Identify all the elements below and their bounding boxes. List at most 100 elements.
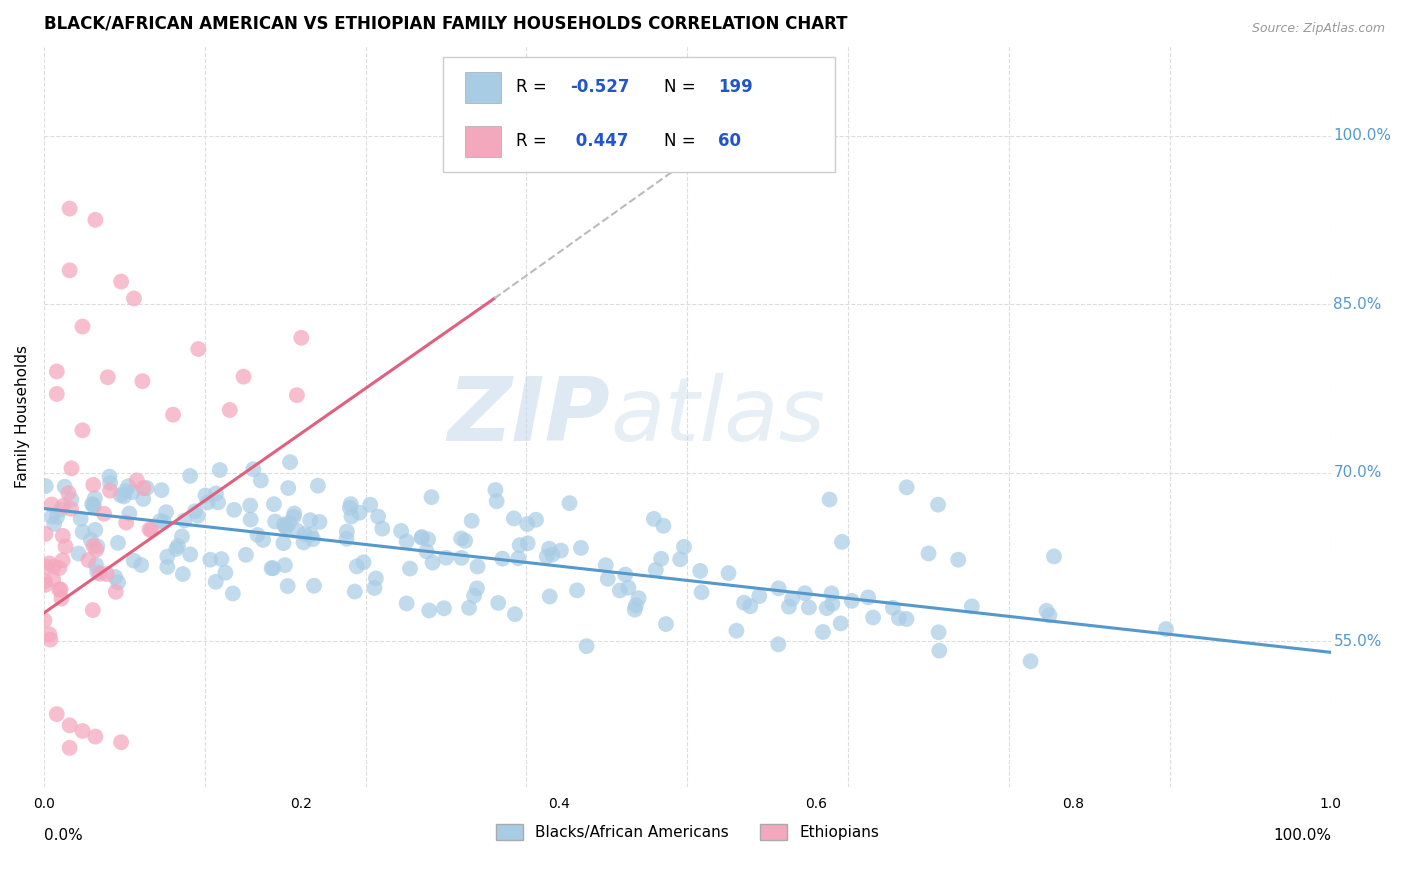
Point xyxy=(569,541,592,555)
Point xyxy=(96,567,118,582)
Point xyxy=(135,481,157,495)
Point xyxy=(343,584,366,599)
Legend: Blacks/African Americans, Ethiopians: Blacks/African Americans, Ethiopians xyxy=(489,818,886,847)
Text: atlas: atlas xyxy=(610,374,825,459)
Point xyxy=(508,551,530,566)
Point xyxy=(260,561,283,575)
Point xyxy=(389,524,412,538)
Point xyxy=(82,603,104,617)
Point xyxy=(45,364,67,378)
Point xyxy=(565,583,588,598)
Text: 100.0%: 100.0% xyxy=(1272,828,1331,843)
Point xyxy=(887,611,910,625)
Point xyxy=(415,544,437,558)
Point xyxy=(82,539,104,553)
Point xyxy=(831,534,853,549)
Point xyxy=(59,718,82,732)
Point xyxy=(187,342,209,356)
Point xyxy=(811,625,834,640)
Point xyxy=(302,532,325,546)
Point xyxy=(882,600,904,615)
Text: 0.447: 0.447 xyxy=(571,132,628,151)
Point xyxy=(353,555,375,569)
Point xyxy=(928,625,950,640)
Point xyxy=(524,513,547,527)
Point xyxy=(917,546,939,560)
Point xyxy=(821,597,844,611)
Point xyxy=(725,624,748,638)
Point xyxy=(299,527,322,541)
Point xyxy=(302,579,325,593)
Text: 60: 60 xyxy=(718,132,741,151)
Point xyxy=(395,596,418,610)
Point xyxy=(516,536,538,550)
Point xyxy=(780,591,803,606)
Point xyxy=(48,561,70,575)
Point xyxy=(60,501,83,516)
Point xyxy=(222,586,245,600)
Text: BLACK/AFRICAN AMERICAN VS ETHIOPIAN FAMILY HOUSEHOLDS CORRELATION CHART: BLACK/AFRICAN AMERICAN VS ETHIOPIAN FAMI… xyxy=(44,15,848,33)
Point xyxy=(536,549,558,564)
Point xyxy=(125,474,148,488)
Point xyxy=(246,528,269,542)
Text: R =: R = xyxy=(516,78,553,96)
Point xyxy=(82,478,104,492)
Point xyxy=(339,500,361,515)
Point xyxy=(209,552,232,566)
Point xyxy=(34,614,56,628)
Point xyxy=(49,582,72,597)
Point xyxy=(896,480,918,494)
Point xyxy=(38,627,60,641)
Point xyxy=(927,498,949,512)
Point xyxy=(643,512,665,526)
Point xyxy=(39,632,62,647)
Point xyxy=(218,403,240,417)
Point xyxy=(617,581,640,595)
Point xyxy=(395,534,418,549)
Point xyxy=(858,591,880,605)
Point xyxy=(896,612,918,626)
Point xyxy=(450,550,472,565)
Point xyxy=(299,513,322,527)
Point xyxy=(60,461,83,475)
Point xyxy=(652,518,675,533)
Point xyxy=(156,549,179,564)
Point xyxy=(122,292,145,306)
Point xyxy=(224,503,246,517)
Text: 85.0%: 85.0% xyxy=(1333,296,1382,311)
Point xyxy=(72,319,94,334)
Point xyxy=(793,586,815,600)
Text: 70.0%: 70.0% xyxy=(1333,465,1382,480)
Point xyxy=(34,527,56,541)
Point xyxy=(465,582,488,596)
Point xyxy=(502,511,524,525)
Point xyxy=(69,512,91,526)
Point xyxy=(208,463,231,477)
Point xyxy=(129,558,152,572)
Point xyxy=(411,530,433,544)
Point xyxy=(110,275,132,289)
Point xyxy=(82,498,104,512)
Point xyxy=(290,331,312,345)
Point xyxy=(797,600,820,615)
Text: 199: 199 xyxy=(718,78,754,96)
Text: ZIP: ZIP xyxy=(447,373,610,460)
Point xyxy=(110,488,132,502)
Point xyxy=(285,388,308,402)
Point xyxy=(339,497,361,511)
Point xyxy=(165,541,187,556)
Point xyxy=(170,529,193,543)
Point xyxy=(283,507,305,521)
Point xyxy=(207,495,229,509)
Point xyxy=(273,517,295,532)
Point xyxy=(194,488,217,502)
Point xyxy=(52,499,75,513)
Point xyxy=(411,531,433,545)
Point xyxy=(768,582,790,596)
Point xyxy=(84,558,107,572)
Point xyxy=(132,491,155,506)
Point xyxy=(239,513,262,527)
Point xyxy=(399,561,422,575)
Point xyxy=(41,498,63,512)
Point xyxy=(114,483,136,498)
